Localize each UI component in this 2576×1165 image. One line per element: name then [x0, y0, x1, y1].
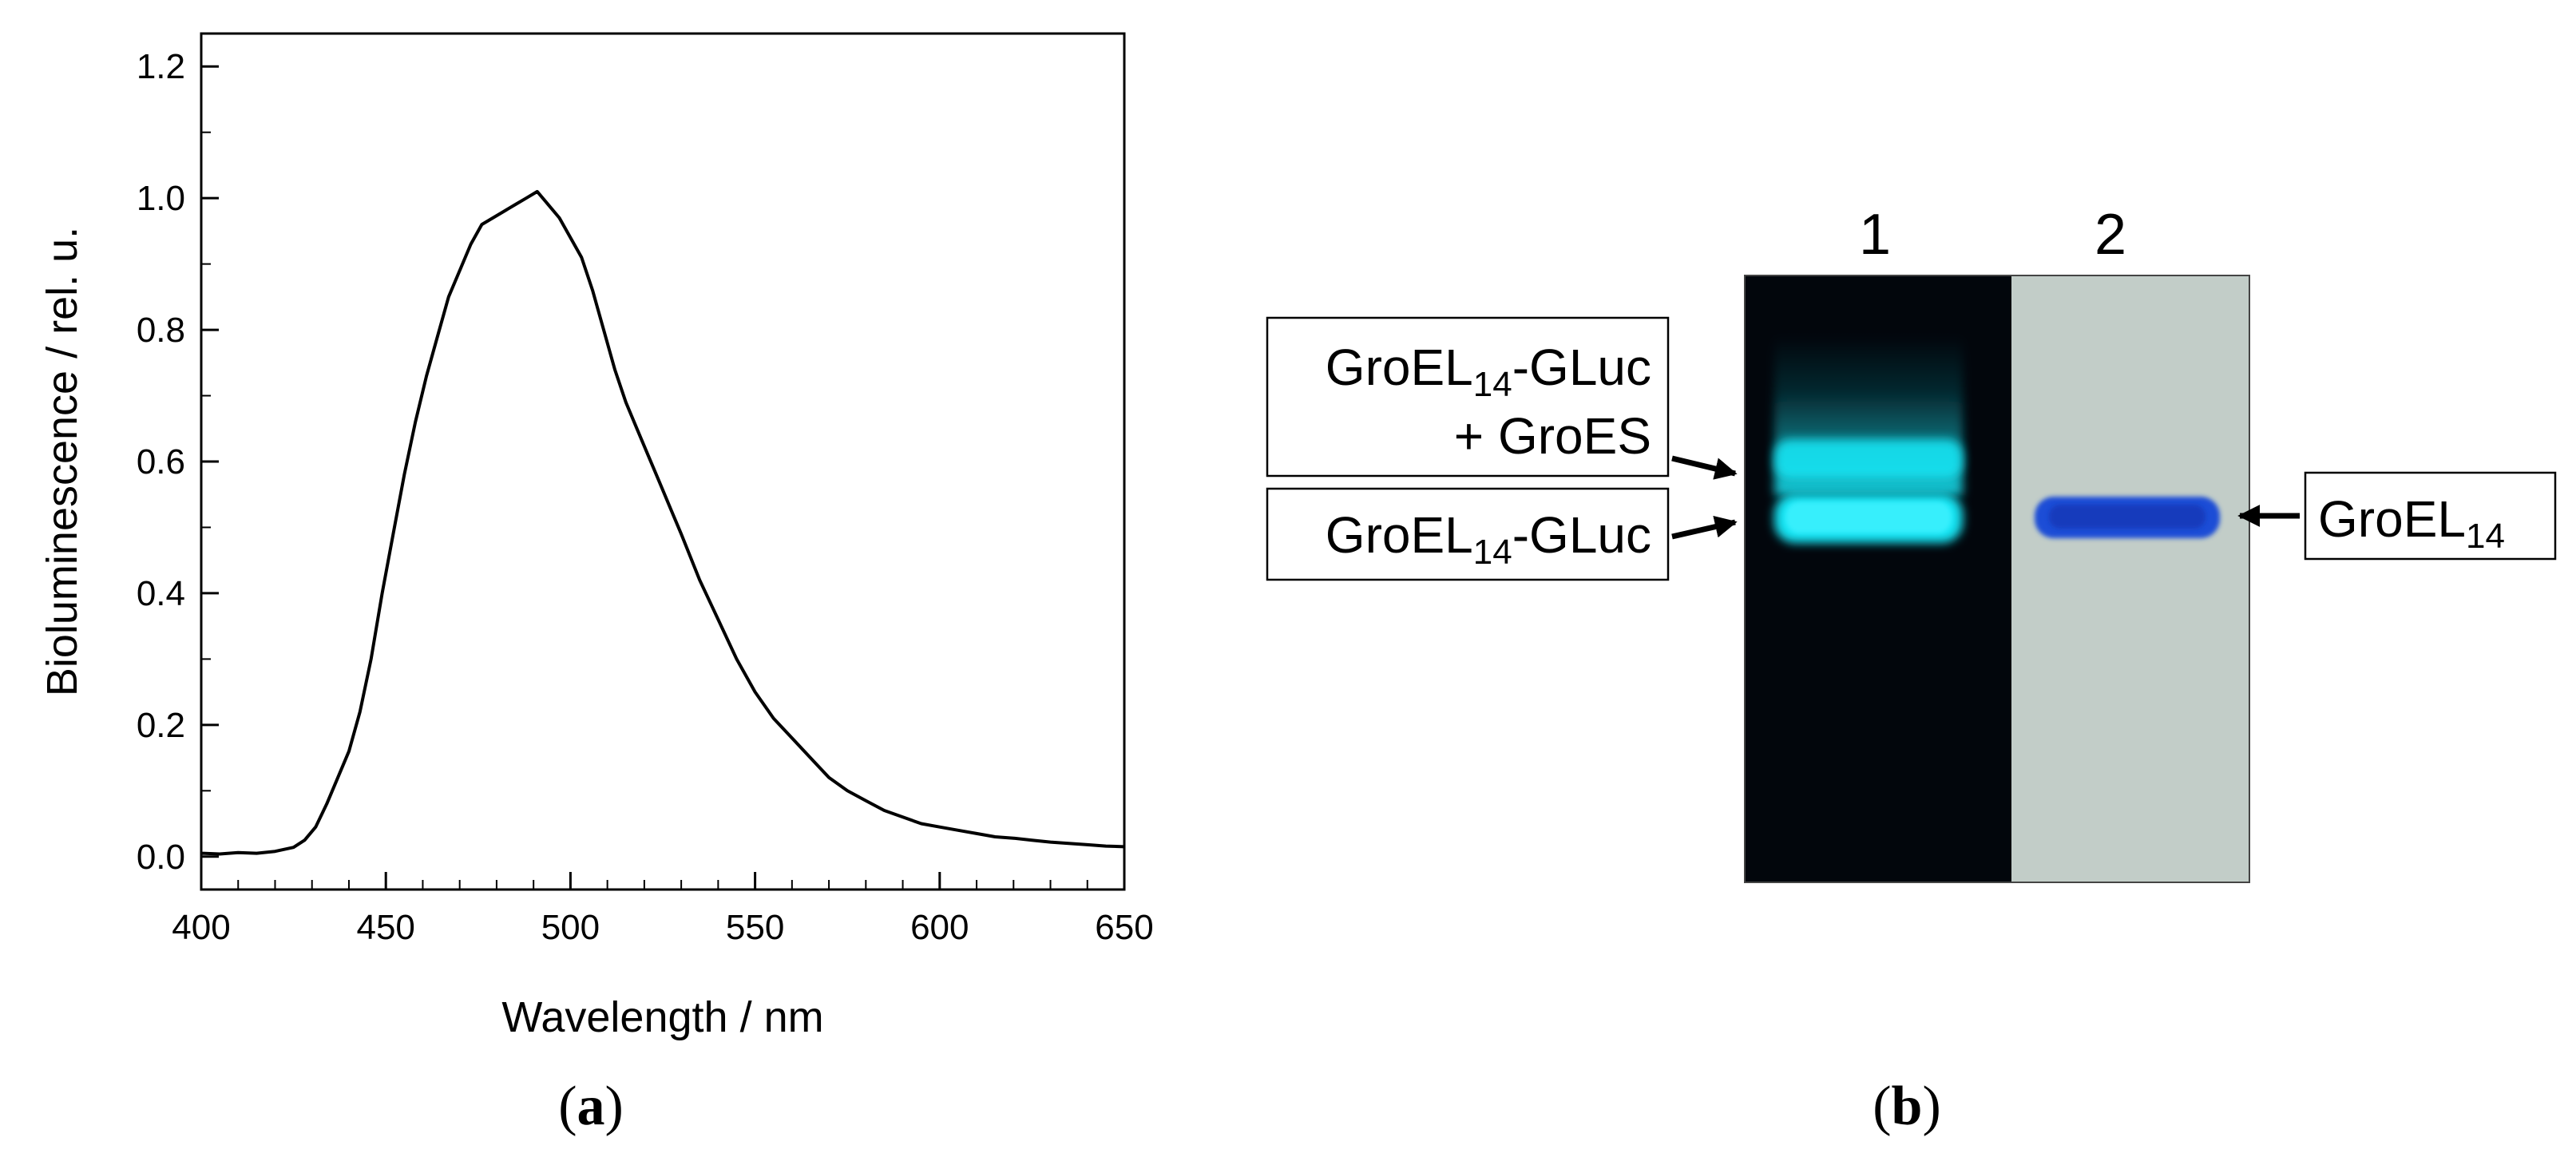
x-tick-label: 600 [910, 908, 969, 947]
arrow-groel-gluc [1671, 515, 1738, 540]
lane-1-band-core [1785, 501, 1952, 533]
gel-lane-1 [1745, 275, 2011, 882]
y-axis-ticks [201, 65, 219, 858]
panel-a-label: (a) [558, 1076, 624, 1137]
panel-b-label: (b) [1873, 1076, 1941, 1137]
y-tick-label: 0.8 [137, 311, 185, 350]
x-axis-title: Wavelength / nm [501, 993, 823, 1041]
plot-frame [200, 32, 1126, 891]
lane-2-background [2011, 275, 2249, 882]
x-tick-label: 500 [541, 908, 600, 947]
y-axis-title: Bioluminescence / rel. u. [38, 227, 86, 696]
gel-frame [1744, 275, 2250, 883]
x-tick-label: 450 [356, 908, 414, 947]
x-axis-tick-labels: 400 450 500 550 600 650 [172, 908, 1153, 947]
label-complex-line1: GroEL14-GLuc [1326, 339, 1651, 404]
y-tick-label: 1.0 [137, 179, 185, 218]
y-tick-label: 1.2 [137, 47, 185, 86]
label-box-groel-gluc: GroEL14-GLuc [1266, 487, 1670, 581]
lane-2-number: 2 [2094, 203, 2126, 267]
lane-1-band-upper [1774, 439, 1963, 479]
lane-2-band-core [2049, 505, 2205, 529]
y-axis-tick-labels: 0.0 0.2 0.4 0.6 0.8 1.0 1.2 [137, 47, 185, 877]
x-tick-label: 550 [726, 908, 784, 947]
y-tick-label: 0.4 [137, 574, 185, 613]
x-axis-ticks [200, 872, 1126, 890]
x-tick-label: 400 [172, 908, 230, 947]
panel-b: 1 2 GroEL14-GLuc + GroES GroEL14-GLuc [1266, 203, 2557, 1137]
spectrum-line [200, 189, 1125, 856]
label-box-complex: GroEL14-GLuc + GroES [1266, 316, 1670, 477]
y-tick-label: 0.2 [137, 706, 185, 745]
y-tick-label: 0.0 [137, 838, 185, 877]
x-tick-label: 650 [1095, 908, 1153, 947]
panel-a: 400 450 500 550 600 650 0.0 0.2 0.4 0.6 0.8 1.0 1.2… [38, 32, 1154, 1137]
y-tick-label: 0.6 [137, 442, 185, 481]
arrow-complex [1671, 455, 1738, 480]
label-complex-line2: + GroES [1454, 407, 1651, 465]
label-groel-gluc: GroEL14-GLuc [1326, 506, 1651, 572]
label-box-groel: GroEL14 [2304, 471, 2557, 561]
lane-1-number: 1 [1859, 203, 1891, 267]
label-groel: GroEL14 [2318, 490, 2505, 556]
gel-lane-2 [2011, 275, 2249, 882]
